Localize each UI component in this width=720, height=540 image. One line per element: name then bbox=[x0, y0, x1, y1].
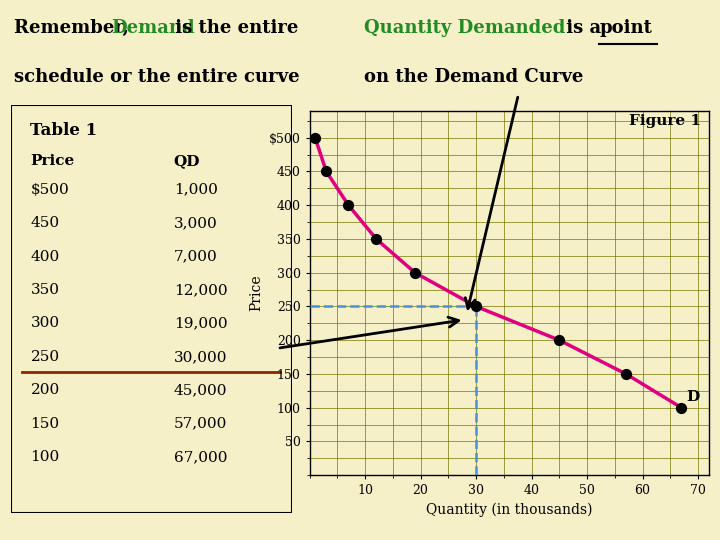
Point bbox=[409, 268, 420, 277]
Text: 350: 350 bbox=[30, 283, 60, 297]
Text: 45,000: 45,000 bbox=[174, 383, 228, 397]
Text: 1,000: 1,000 bbox=[174, 183, 217, 197]
Text: is a: is a bbox=[560, 19, 607, 37]
Text: 150: 150 bbox=[30, 417, 60, 431]
Text: schedule or the entire curve: schedule or the entire curve bbox=[14, 68, 300, 86]
Text: Figure 1: Figure 1 bbox=[629, 114, 701, 129]
Text: 3,000: 3,000 bbox=[174, 216, 217, 230]
Text: Price: Price bbox=[30, 154, 75, 168]
Text: QD: QD bbox=[174, 154, 200, 168]
Text: point: point bbox=[599, 19, 652, 37]
Text: Quantity Demanded: Quantity Demanded bbox=[364, 19, 565, 37]
Text: 19,000: 19,000 bbox=[174, 316, 228, 330]
Text: Remember,: Remember, bbox=[14, 19, 135, 37]
Point bbox=[310, 133, 321, 142]
Point bbox=[675, 403, 687, 412]
Point bbox=[554, 336, 565, 345]
X-axis label: Quantity (in thousands): Quantity (in thousands) bbox=[426, 503, 593, 517]
Text: on the Demand Curve: on the Demand Curve bbox=[364, 68, 583, 86]
Text: D: D bbox=[686, 390, 699, 404]
Text: 400: 400 bbox=[30, 249, 60, 264]
Point bbox=[371, 234, 382, 243]
Point bbox=[620, 369, 631, 378]
Text: 200: 200 bbox=[30, 383, 60, 397]
Text: 100: 100 bbox=[30, 450, 60, 464]
Text: 30,000: 30,000 bbox=[174, 350, 228, 364]
Point bbox=[343, 201, 354, 210]
Text: 57,000: 57,000 bbox=[174, 417, 227, 431]
Text: Demand: Demand bbox=[111, 19, 194, 37]
Text: $500: $500 bbox=[30, 183, 69, 197]
Text: 450: 450 bbox=[30, 216, 60, 230]
Text: 12,000: 12,000 bbox=[174, 283, 228, 297]
Text: 300: 300 bbox=[30, 316, 60, 330]
Text: 250: 250 bbox=[30, 350, 60, 364]
Text: 7,000: 7,000 bbox=[174, 249, 217, 264]
Text: is the entire: is the entire bbox=[169, 19, 299, 37]
Y-axis label: Price: Price bbox=[249, 275, 263, 311]
Point bbox=[470, 302, 482, 310]
Text: Table 1: Table 1 bbox=[30, 122, 98, 139]
Text: 67,000: 67,000 bbox=[174, 450, 228, 464]
Point bbox=[320, 167, 332, 176]
